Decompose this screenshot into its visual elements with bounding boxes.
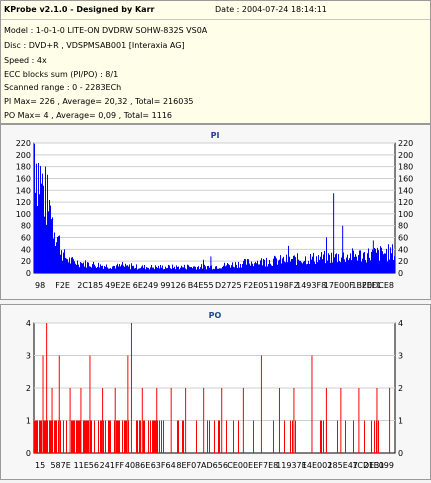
y-tick-label-left: 220 [16, 139, 31, 148]
disc-line: Disc : DVD+R , VDSPMSAB001 [Interaxia AG… [4, 41, 185, 50]
y-tick-label-left: 60 [21, 234, 31, 243]
x-tick-label: 1493F8 [296, 281, 326, 290]
y-tick-label-left: 1 [26, 417, 31, 426]
x-tick-label: CE00E [227, 461, 253, 470]
po-chart-panel: PO 0 0 1 1 2 2 3 3 4 4 15 587E 11E56 241FF 4086E 63F64 8E… [0, 304, 431, 480]
range-line: Scanned range : 0 - 2283ECh [4, 83, 122, 92]
y-tick-label-right: 180 [398, 163, 413, 172]
y-tick-label-right: 2 [398, 384, 403, 393]
chart-title: PI [211, 131, 220, 140]
x-tick-label: 20DCE8 [362, 281, 394, 290]
separator [1, 19, 430, 20]
x-tick-label: 8EF07 [176, 461, 201, 470]
y-tick-label-right: 80 [398, 222, 408, 231]
app-title: KProbe v2.1.0 - Designed by Karr [4, 5, 155, 14]
x-tick-label: 241FF [100, 461, 125, 470]
x-tick-label: F2E05 [243, 281, 268, 290]
data-marks [34, 323, 391, 453]
scan-date: Date : 2004-07-24 18:14:11 [215, 5, 327, 14]
model-line: Model : 1-0-1-0 LITE-ON DVDRW SOHW-832S … [4, 26, 208, 35]
y-tick-label-right: 1 [398, 417, 403, 426]
y-tick-label-left: 40 [21, 245, 31, 254]
y-tick-label-left: 120 [16, 198, 31, 207]
y-tick-label-right: 160 [398, 174, 413, 183]
pi-chart-panel: PI 0 0 20 20 40 40 60 60 80 80 100 100 120 120 140 140 16… [0, 124, 431, 300]
y-tick-label-right: 60 [398, 234, 408, 243]
x-tick-label: 1BFEF1 [351, 281, 381, 290]
y-tick-label-left: 160 [16, 174, 31, 183]
x-tick-label: AD656 [201, 461, 228, 470]
x-tick-label: D2725 [215, 281, 242, 290]
x-tick-label: B4E55 [188, 281, 214, 290]
pi-summary-line: PI Max= 226 , Average= 20,32 , Total= 21… [4, 97, 194, 106]
y-tick-label-right: 20 [398, 257, 408, 266]
x-tick-label: 11937E [276, 461, 307, 470]
x-tick-label: 2C185 [77, 281, 103, 290]
y-tick-label-left: 2 [26, 384, 31, 393]
pi-chart: PI 0 0 20 20 40 40 60 60 80 80 100 100 120 120 140 140 16… [16, 131, 414, 290]
y-tick-label-right: 0 [398, 269, 403, 278]
x-tick-label: 14E002 [302, 461, 333, 470]
y-tick-label-left: 4 [26, 319, 31, 328]
x-tick-label: 15 [35, 461, 45, 470]
y-tick-label-right: 40 [398, 245, 408, 254]
x-tick-label: 1198F2 [269, 281, 299, 290]
x-tick-label: 185E47 [327, 461, 358, 470]
data-marks [34, 144, 395, 273]
x-tick-label: 98 [35, 281, 45, 290]
y-tick-label-right: 120 [398, 198, 413, 207]
po-summary-line: PO Max= 4 , Average= 0,09 , Total= 1116 [4, 111, 172, 120]
x-tick-label: F2E [55, 281, 70, 290]
x-tick-label: 1CDE31 [352, 461, 384, 470]
ecc-line: ECC blocks sum (PI/PO) : 8/1 [4, 70, 119, 79]
x-tick-label: 6E249 [133, 281, 158, 290]
y-tick-label-left: 80 [21, 222, 31, 231]
y-tick-label-right: 4 [398, 319, 403, 328]
plot-area [33, 142, 396, 274]
y-tick-label-left: 20 [21, 257, 31, 266]
y-tick-label-right: 100 [398, 210, 413, 219]
y-tick-label-left: 180 [16, 163, 31, 172]
x-tick-label: 11E56 [74, 461, 99, 470]
disc-info-panel: KProbe v2.1.0 - Designed by Karr Date : … [0, 0, 431, 124]
y-tick-label-left: 0 [26, 269, 31, 278]
y-tick-label-right: 0 [398, 449, 403, 458]
x-tick-label: EF7E8 [253, 461, 278, 470]
y-tick-label-right: 200 [398, 151, 413, 160]
y-tick-label-right: 3 [398, 352, 403, 361]
x-tick-label: 21E099 [363, 461, 394, 470]
y-tick-label-right: 140 [398, 186, 413, 195]
x-tick-label: 49E2E [105, 281, 130, 290]
po-chart: PO 0 0 1 1 2 2 3 3 4 4 15 587E 11E56 241FF 4086E 63F64 8E… [26, 311, 403, 470]
chart-title: PO [209, 311, 222, 320]
x-tick-label: 4086E [125, 461, 150, 470]
y-tick-label-left: 200 [16, 151, 31, 160]
x-tick-label: 17E00F [324, 281, 354, 290]
x-tick-label: 99126 [160, 281, 185, 290]
y-tick-label-left: 140 [16, 186, 31, 195]
y-tick-label-left: 3 [26, 352, 31, 361]
y-tick-label-left: 100 [16, 210, 31, 219]
x-tick-label: 587E [50, 461, 70, 470]
y-tick-label-left: 0 [26, 449, 31, 458]
speed-line: Speed : 4x [4, 56, 47, 65]
x-tick-label: 63F64 [151, 461, 176, 470]
y-tick-label-right: 220 [398, 139, 413, 148]
